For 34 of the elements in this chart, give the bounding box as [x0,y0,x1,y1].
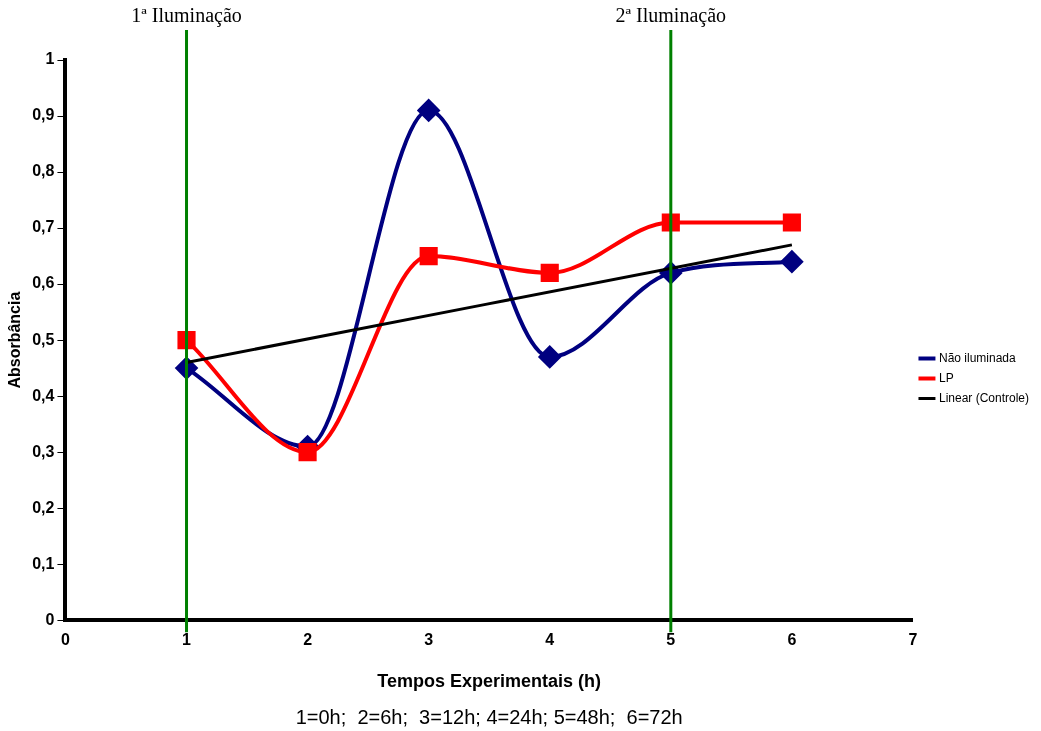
y-tick-label: 0,5 [32,330,55,348]
y-tick-label: 0,9 [32,106,55,124]
point [782,213,801,232]
point [538,345,561,368]
y-tick-label: 0,1 [32,554,55,572]
y-tick-label: 0,7 [32,218,55,236]
x-tick-label: 7 [908,631,918,649]
x-axis-title: Tempos Experimentais (h) [377,671,602,692]
point [419,247,438,266]
y-tick-label: 0,3 [32,442,55,460]
y-tick-label: 0,8 [32,162,55,180]
x-tick-label: 5 [666,631,676,649]
x-tick-label: 4 [545,631,555,649]
y-tick-label: 1 [45,50,55,68]
point [780,250,803,273]
y-tick-label: 0,2 [32,498,55,516]
legend-label: Linear (Controle) [938,390,1030,405]
x-tick-label: 3 [424,631,434,649]
text: 1=0h; 2=6h; 3=12h; 4=24h; 5=48h; 6=72h [295,705,683,728]
ref-line-label: 1ª Iluminação [131,4,242,28]
x-tick-label: 1 [182,631,192,649]
y-axis-title: Absorbância [6,291,24,389]
x-tick-label: 6 [787,631,797,649]
y-tick-label: 0,6 [32,274,55,292]
point [540,263,559,282]
point [417,99,440,122]
y-tick-label: 0,4 [32,386,55,404]
x-tick-label: 0 [60,631,70,649]
y-tick-label: 0 [45,610,55,628]
legend-label: Não iluminada [938,350,1016,365]
point [298,443,317,462]
legend-label: LP [938,370,954,385]
ref-line-label: 2ª Iluminação [615,4,727,28]
x-tick-label: 2 [303,631,313,649]
